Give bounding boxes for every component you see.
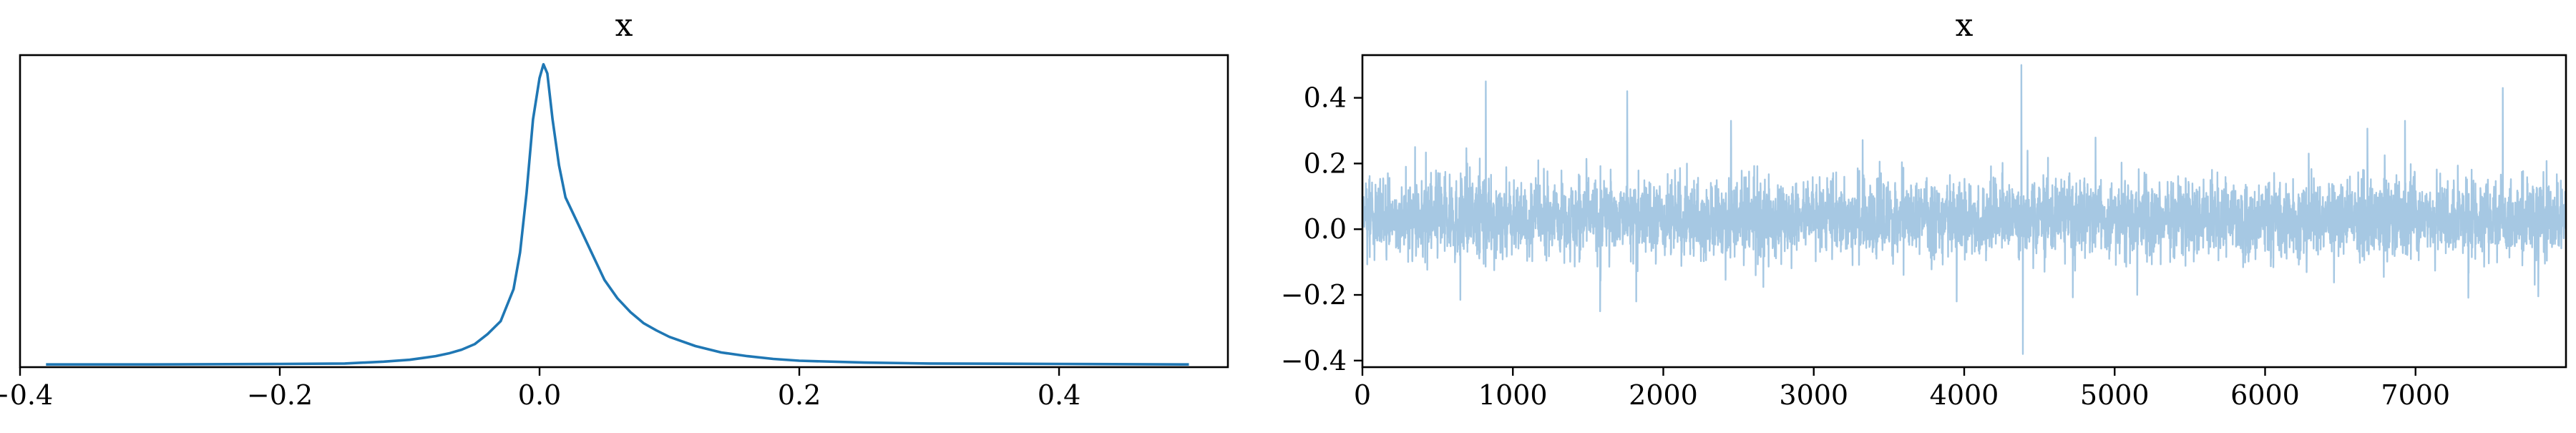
trace-y-tick-label: 0.0 xyxy=(1304,213,1347,245)
density-x-tick-label: 0.4 xyxy=(1038,379,1080,411)
trace-y-axis: −0.4 −0.2 0.0 0.2 0.4 xyxy=(1281,82,1362,376)
density-x-tick-label: 0.2 xyxy=(778,379,821,411)
trace-x-tick-label: 4000 xyxy=(1930,379,1999,411)
density-x-tick-label: −0.4 xyxy=(0,379,53,411)
density-plot-frame xyxy=(19,54,1229,369)
trace-y-tick-label: −0.4 xyxy=(1281,345,1347,376)
density-x-tick-label: 0.0 xyxy=(518,379,561,411)
density-x-tick-label: −0.2 xyxy=(247,379,313,411)
density-plot: x −0.4 −0.2 0.0 0.2 0.4 xyxy=(0,7,1229,411)
trace-x-tick-label: 5000 xyxy=(2080,379,2150,411)
trace-x-axis: 0 1000 2000 3000 4000 5000 6000 7000 xyxy=(1354,367,2450,411)
trace-x-tick-label: 2000 xyxy=(1629,379,1698,411)
density-plot-title: x xyxy=(615,7,633,44)
trace-y-tick-label: 0.2 xyxy=(1304,147,1347,179)
trace-x-tick-label: 1000 xyxy=(1478,379,1548,411)
trace-x-tick-label: 0 xyxy=(1354,379,1371,411)
trace-x-tick-label: 6000 xyxy=(2230,379,2300,411)
density-x-axis: −0.4 −0.2 0.0 0.2 0.4 xyxy=(0,367,1080,411)
trace-x-tick-label: 7000 xyxy=(2381,379,2450,411)
trace-y-tick-label: 0.4 xyxy=(1304,82,1347,114)
trace-plot-title: x xyxy=(1956,7,1974,44)
trace-line xyxy=(1361,64,2567,355)
trace-plot: x 0 1000 2000 3000 4000 5000 6000 7000 −0.4 −0.2… xyxy=(1281,7,2567,411)
trace-x-tick-label: 3000 xyxy=(1779,379,1848,411)
trace-y-tick-label: −0.2 xyxy=(1281,279,1347,311)
density-line xyxy=(46,63,1189,366)
